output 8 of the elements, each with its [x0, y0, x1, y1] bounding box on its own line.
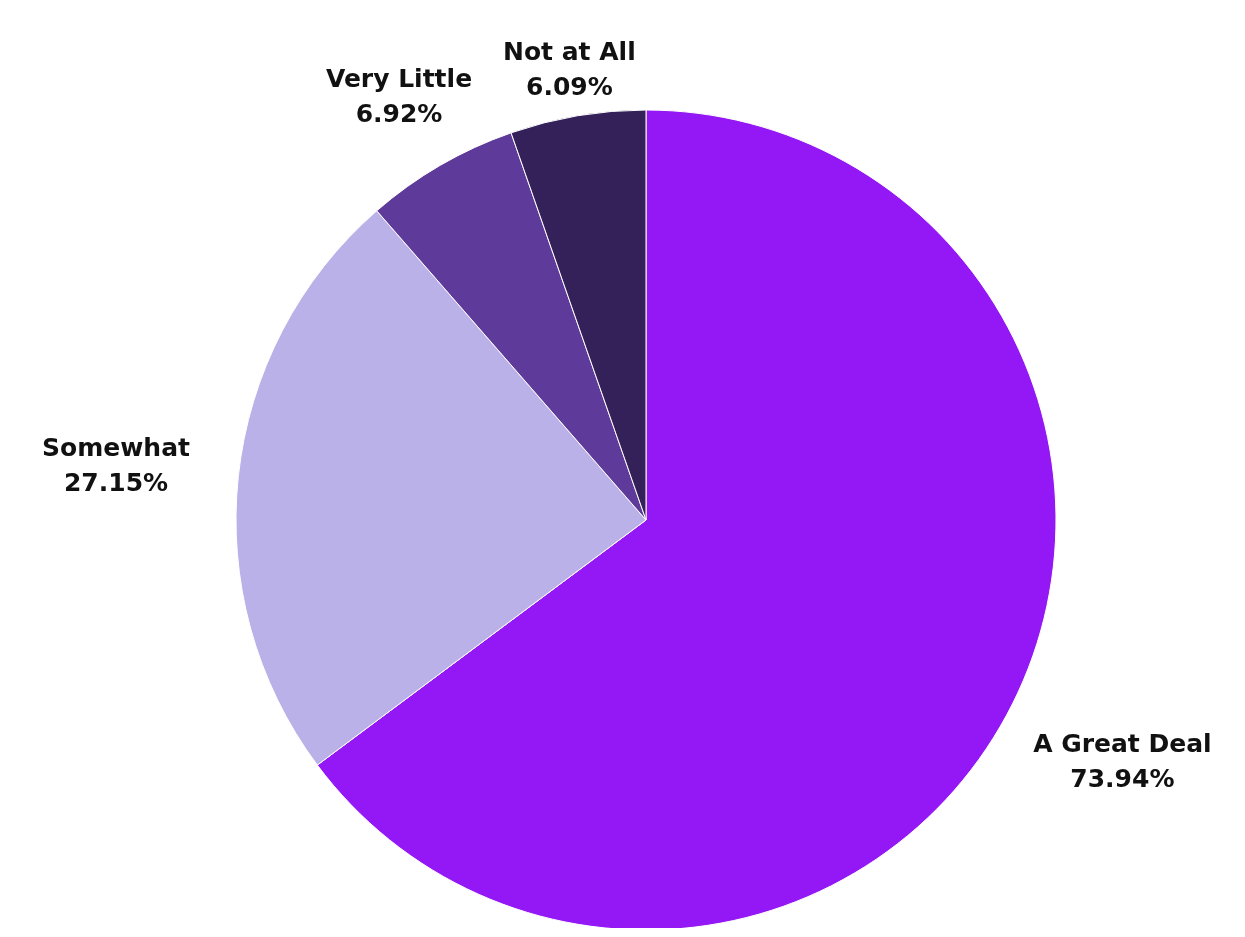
data-label: 6.92%: [355, 98, 443, 128]
data-label: 6.09%: [525, 71, 613, 101]
slice-label: Very Little: [325, 63, 473, 93]
data-label: 27.15%: [63, 467, 169, 497]
slice-label: Not at All: [502, 36, 636, 66]
slice-label: Somewhat: [42, 432, 191, 462]
slice-label: A Great Deal: [1033, 728, 1212, 758]
data-label: 73.94%: [1070, 763, 1175, 793]
